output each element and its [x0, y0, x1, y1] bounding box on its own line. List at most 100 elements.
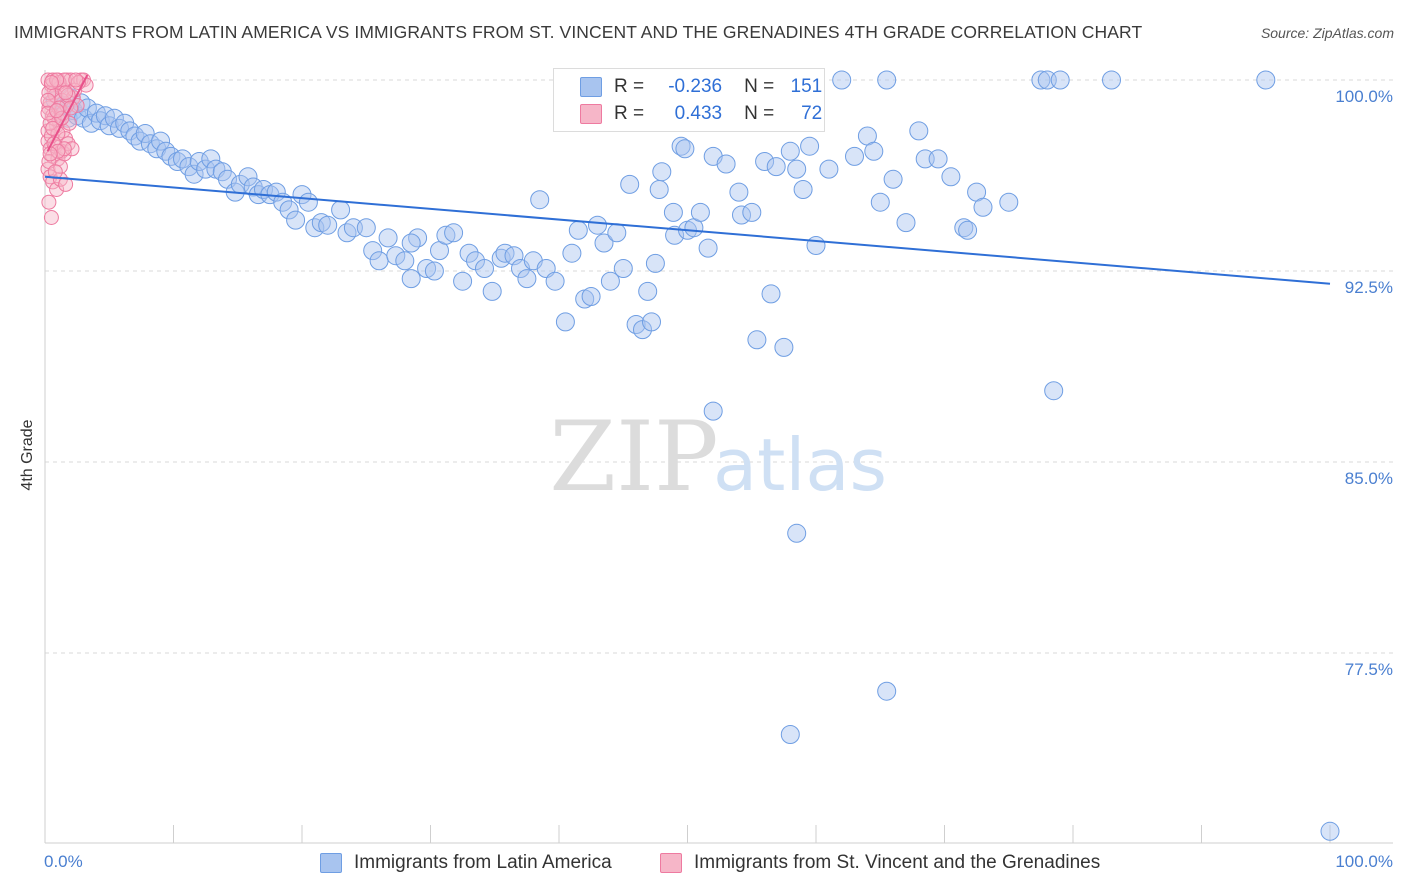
data-point: [600, 271, 620, 291]
data-point: [766, 157, 786, 177]
y-axis-label: 4th Grade: [19, 419, 36, 491]
data-point: [703, 401, 723, 421]
data-point: [1044, 381, 1064, 401]
data-point: [401, 269, 421, 289]
data-point: [652, 162, 672, 182]
data-point: [424, 261, 444, 281]
data-point: [331, 200, 351, 220]
data-point: [787, 523, 807, 543]
data-point: [896, 213, 916, 233]
r-label: R =: [614, 76, 645, 97]
data-point: [877, 70, 897, 90]
data-point: [43, 210, 59, 225]
data-point: [173, 149, 192, 169]
data-point: [716, 154, 736, 174]
data-point: [642, 312, 661, 332]
data-point: [395, 251, 415, 271]
data-point: [555, 312, 575, 332]
data-point: [883, 169, 903, 189]
data-point: [64, 141, 80, 157]
data-point: [238, 167, 258, 187]
data-point: [167, 152, 187, 171]
data-point: [41, 194, 57, 210]
bottom-legend-item-latin-america: Immigrants from Latin America: [320, 852, 612, 874]
data-point: [151, 131, 171, 151]
data-point: [286, 210, 306, 230]
data-point: [999, 192, 1019, 212]
n-value: 151: [790, 76, 823, 97]
data-point: [806, 236, 826, 255]
n-label: N =: [744, 103, 775, 124]
data-point: [58, 176, 74, 192]
data-point: [77, 98, 97, 118]
data-point: [1037, 70, 1057, 90]
data-point: [196, 159, 216, 179]
data-point: [761, 284, 781, 304]
data-point: [135, 124, 155, 143]
data-point: [562, 243, 582, 263]
data-point: [90, 111, 110, 131]
n-value: 72: [801, 103, 823, 124]
data-point: [845, 146, 864, 166]
data-point: [42, 146, 58, 162]
data-point: [68, 72, 84, 88]
data-point: [663, 202, 683, 222]
bottom-legend-item-st-vincent: Immigrants from St. Vincent and the Gren…: [660, 852, 1100, 874]
data-point: [941, 167, 961, 187]
data-point: [363, 241, 383, 261]
y-tick-label: 100.0%: [1335, 87, 1393, 106]
data-point: [60, 87, 76, 103]
data-point: [47, 164, 63, 180]
data-point: [444, 223, 464, 243]
x-tick-label: 0.0%: [44, 852, 83, 871]
data-point: [665, 225, 685, 245]
trend-line: [44, 175, 1331, 285]
data-point: [780, 725, 800, 744]
x-tick-label: 100.0%: [1335, 852, 1393, 871]
data-point: [459, 243, 479, 263]
data-point: [877, 681, 897, 701]
data-point: [475, 259, 494, 278]
data-point: [588, 215, 607, 235]
watermark-zip: ZIP: [549, 401, 718, 513]
data-point: [747, 330, 767, 350]
r-value: 0.433: [674, 103, 723, 124]
data-point: [201, 149, 221, 169]
data-point: [40, 92, 56, 108]
legend-row-pink: R = 0.433 N = 72: [580, 103, 822, 125]
data-point: [369, 251, 389, 271]
data-point: [58, 85, 74, 101]
trend-lines: [44, 74, 1331, 285]
data-point: [453, 271, 473, 291]
data-point: [40, 105, 56, 121]
data-point: [517, 269, 537, 289]
data-point: [729, 182, 749, 202]
data-point: [958, 220, 978, 240]
legend-swatch-blue: [580, 77, 602, 97]
data-point: [581, 287, 601, 306]
data-point: [1050, 70, 1070, 90]
bottom-legend-label: Immigrants from St. Vincent and the Gren…: [694, 852, 1101, 873]
data-point: [832, 70, 852, 90]
data-point: [318, 215, 338, 235]
data-point: [436, 225, 456, 245]
data-point: [417, 259, 437, 278]
watermark-atlas: atlas: [713, 423, 887, 507]
data-point: [43, 75, 59, 90]
data-point: [568, 220, 588, 240]
data-point: [645, 253, 665, 273]
data-point: [530, 190, 550, 210]
data-point: [819, 159, 839, 179]
y-tick-label: 92.5%: [1344, 278, 1393, 297]
data-point: [671, 136, 691, 156]
data-point: [620, 174, 640, 194]
data-point: [120, 121, 140, 141]
data-point: [184, 164, 204, 184]
legend-swatch-pink: [580, 104, 602, 124]
data-point: [401, 233, 421, 253]
data-point: [800, 136, 820, 156]
data-point: [1102, 70, 1121, 90]
data-point: [864, 141, 884, 161]
data-point: [104, 108, 124, 128]
